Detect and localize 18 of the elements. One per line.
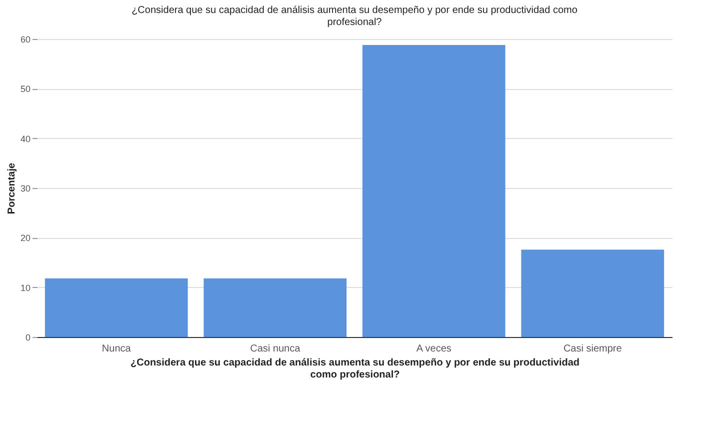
y-tick-label: 30: [20, 184, 30, 194]
y-tick-label: 40: [20, 134, 30, 144]
bar: [204, 278, 347, 337]
x-tick-label: A veces: [416, 344, 452, 354]
y-tick-label: 60: [20, 34, 30, 44]
bar: [362, 44, 506, 337]
y-axis-title: Porcentaje: [6, 162, 18, 214]
y-tick-label: 10: [20, 282, 30, 293]
bar: [44, 278, 188, 337]
x-tick-label: Casi nunca: [250, 344, 301, 354]
bar: [521, 250, 664, 337]
x-tick-label: Casi siempre: [563, 344, 622, 354]
y-tick-label: 50: [20, 84, 30, 94]
y-tick-label: 20: [20, 233, 30, 244]
x-tick-label: Nunca: [102, 344, 132, 354]
x-axis-title: ¿Considera que su capacidad de análisis aumenta su desempeño y por ende su productividad como profesional?: [130, 358, 580, 380]
chart-title: ¿Considera que su capacidad de análisis aumenta su desempeño y por ende su productividad como profesional?: [132, 5, 578, 28]
y-tick-label: 0: [25, 332, 30, 342]
